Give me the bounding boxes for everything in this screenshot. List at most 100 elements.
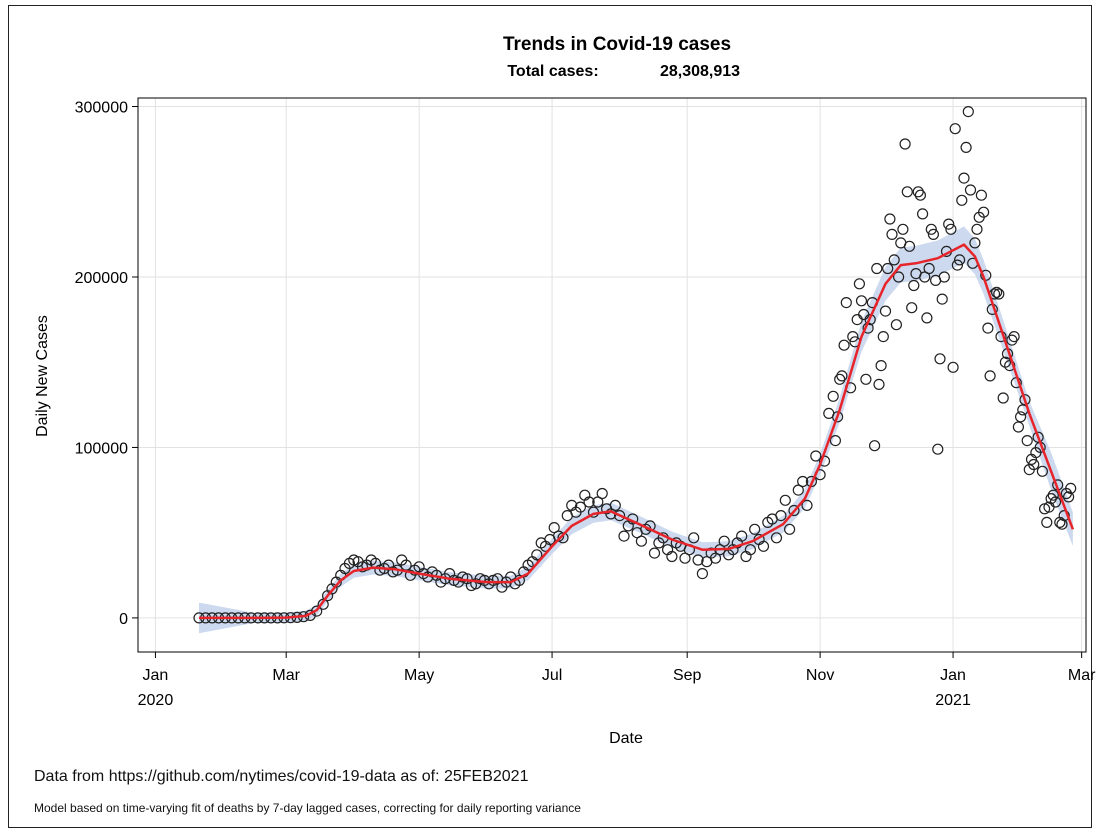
data-point [688,532,700,544]
plot-border [137,97,1087,653]
data-point [840,297,852,309]
data-point [1021,435,1033,447]
data-point [709,552,722,564]
y-tick-label: 200000 [75,270,128,287]
data-point [871,262,883,275]
data-point [875,360,887,372]
data-point [1014,411,1027,423]
data-point [1049,496,1062,508]
data-point [831,411,844,423]
data-point [899,138,911,150]
data-point [884,213,896,225]
data-point [932,443,944,455]
data-point [892,271,905,283]
plot-background [138,98,1086,652]
data-point [1056,518,1068,530]
data-point [984,370,996,382]
x-tick-label: Sep [673,667,702,684]
data-point [993,288,1005,300]
data-point [770,532,783,544]
data-point [749,523,761,535]
data-point [882,262,894,275]
fit-line [199,243,1075,620]
data-point [736,530,748,542]
data-point [1041,516,1053,529]
confidence-band [199,226,1073,634]
data-point [990,286,1003,298]
data-point [548,521,560,534]
x-tick-label: Jul [542,667,562,684]
data-point [1012,421,1025,433]
data-point [853,278,866,290]
data-point [906,302,918,314]
data-point [943,218,955,230]
data-point [945,223,957,235]
data-point [818,455,831,467]
x-tick-year-label: 2021 [935,692,971,709]
data-point [801,499,813,511]
x-tick-label: Jan [940,667,966,684]
data-point [964,184,977,196]
data-point [873,378,885,390]
data-point [583,496,595,508]
data-point [574,501,587,513]
x-tick-year-label: 2020 [138,692,174,709]
y-tick-label: 0 [119,611,128,628]
data-point [779,494,791,506]
chart-subtitle-label: Total cases: [507,63,598,80]
data-point [969,237,981,249]
data-point [838,339,850,351]
data-point [938,271,950,283]
data-point [696,567,709,580]
data-point [901,186,913,198]
data-point [936,293,948,305]
x-tick-label: Nov [806,667,834,684]
data-point [775,509,787,522]
data-point [788,504,800,517]
data-point [916,208,929,220]
data-point [783,523,796,535]
data-point [1032,431,1044,443]
data-point [792,484,804,496]
data-point [897,223,909,235]
data-point [977,206,990,218]
data-point [855,295,868,307]
data-point [311,605,323,617]
data-point [962,105,974,118]
data-point [982,322,994,334]
data-point [971,223,983,235]
data-point [317,598,329,610]
data-point [890,319,903,331]
data-point [951,259,964,271]
model-note: Model based on time-varying fit of death… [34,801,581,815]
data-point [648,547,661,559]
data-point [635,535,648,547]
data-point [666,550,678,563]
data-point [718,535,730,547]
data-point [953,254,966,266]
data-point [877,331,889,343]
data-point [1019,394,1031,406]
data-point [531,549,543,561]
data-point [679,552,691,564]
x-tick-label: May [404,667,434,684]
data-point [1047,489,1059,501]
x-tick-label: Jan [143,667,169,684]
data-point [1065,482,1077,494]
data-point [908,279,920,292]
data-point [921,312,933,324]
data-point [956,194,968,206]
data-point [975,189,988,201]
x-axis-label: Date [609,730,643,747]
data-point [609,499,621,511]
data-point [860,373,872,385]
y-tick-label: 100000 [75,440,128,457]
data-source-note: Data from https://github.com/nytimes/cov… [34,768,529,785]
chart-subtitle-value: 28,308,913 [660,63,740,80]
chart-title: Trends in Covid-19 cases [503,34,731,55]
data-point [1004,360,1016,372]
covid-trend-chart: Trends in Covid-19 cases Total cases: 28… [34,34,1096,747]
data-point [618,530,630,542]
data-point [1062,491,1075,503]
data-point [810,450,822,462]
